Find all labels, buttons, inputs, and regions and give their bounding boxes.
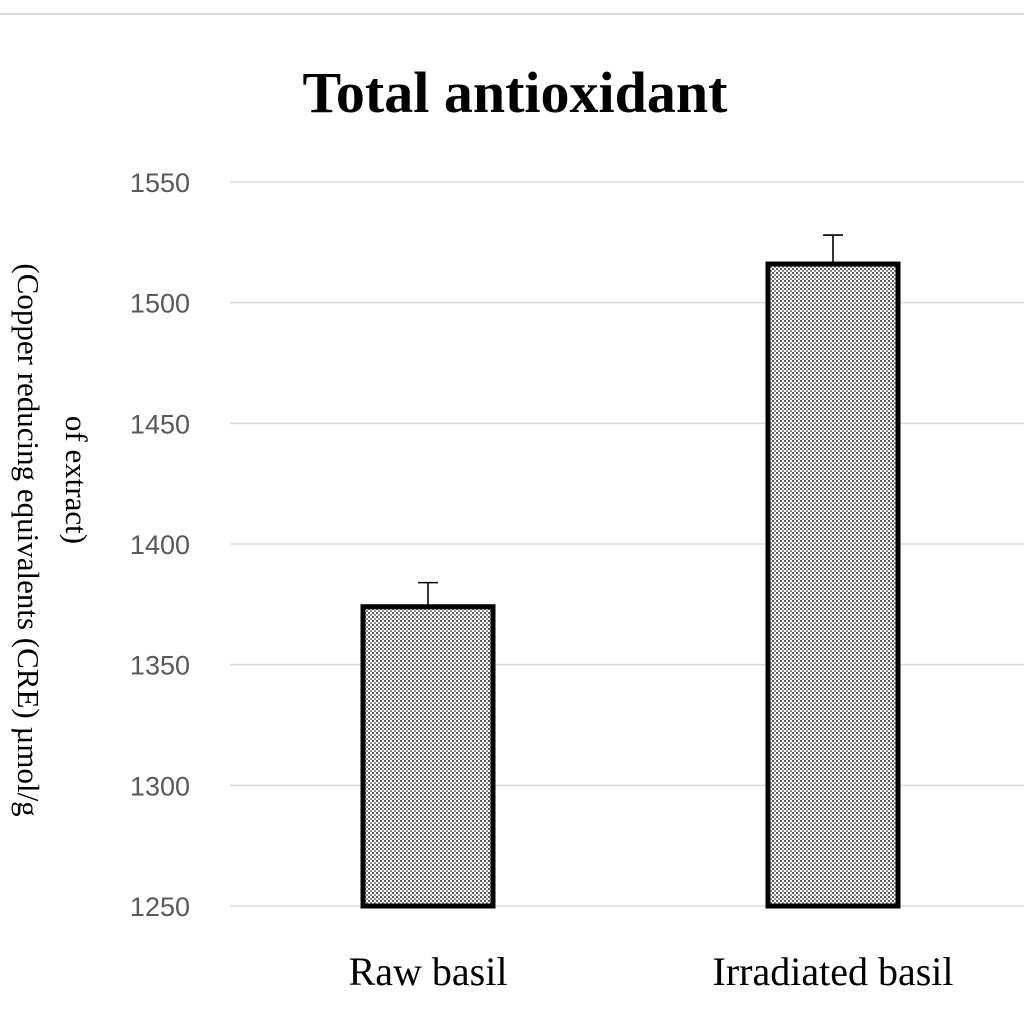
y-tick-label: 1250 bbox=[130, 892, 190, 922]
bar-raw-basil bbox=[360, 604, 496, 909]
y-tick-label: 1350 bbox=[130, 651, 190, 681]
chart-title: Total antioxidant bbox=[303, 60, 729, 125]
x-tick-label: Raw basil bbox=[349, 949, 508, 994]
y-tick-label: 1450 bbox=[130, 409, 190, 439]
gridlines bbox=[230, 181, 1024, 907]
x-axis-ticks: Raw basil Irradiated basil bbox=[349, 949, 954, 994]
bars bbox=[360, 234, 901, 909]
y-axis-title: (Copper reducing equivalents (CRE) µmol/… bbox=[11, 263, 94, 816]
y-tick-label: 1500 bbox=[130, 289, 190, 319]
y-axis-label-line: (Copper reducing equivalents (CRE) µmol/… bbox=[11, 263, 46, 816]
y-axis-ticks: 1250 1300 1350 1400 1450 1500 1550 bbox=[130, 168, 190, 922]
x-tick-label: Irradiated basil bbox=[713, 949, 954, 994]
bar-irradiated-basil bbox=[765, 261, 901, 909]
y-tick-label: 1300 bbox=[130, 771, 190, 801]
y-tick-label: 1400 bbox=[130, 530, 190, 560]
y-tick-label: 1550 bbox=[130, 168, 190, 198]
y-axis-label-line: of extract) bbox=[59, 416, 94, 544]
